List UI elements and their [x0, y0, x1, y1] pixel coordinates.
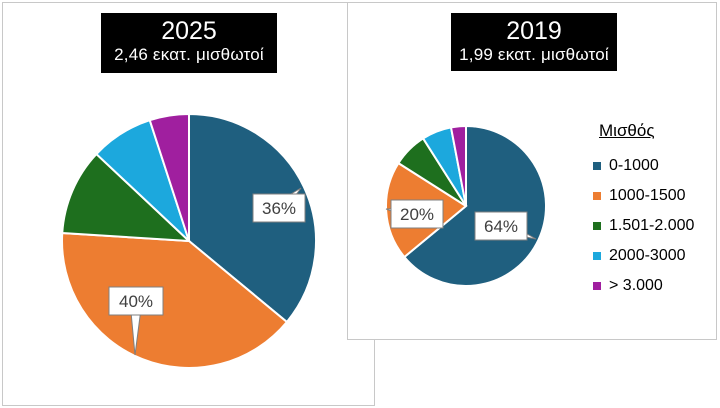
chart-title-2025: 2025 [161, 17, 217, 45]
legend-label-1-501-2-000: 1.501-2.000 [609, 217, 695, 234]
chart-subtitle-2025: 2,46 εκατ. μισθωτοί [114, 45, 264, 64]
legend-label-1000-1500: 1000-1500 [609, 187, 686, 204]
legend-label-2000-3000: 2000-3000 [609, 247, 686, 264]
pie-slice-2019-3-000 [449, 124, 467, 207]
svg-text:36%: 36% [262, 199, 296, 218]
chart-subtitle-2019: 1,99 εκατ. μισθωτοί [459, 45, 609, 64]
legend-swatch-2000-3000 [593, 252, 601, 260]
legend-label-3-000: > 3.000 [609, 277, 663, 294]
chart-title-2019: 2019 [506, 17, 562, 45]
pie-slice-2025-0-1000 [188, 112, 317, 324]
legend-item-2000-3000: 2000-3000 [593, 241, 694, 271]
chart-title-box-2025: 2025 2,46 εκατ. μισθωτοί [101, 13, 277, 73]
pie-slice-2025-1-501-2-000 [61, 152, 192, 243]
svg-text:40%: 40% [119, 292, 153, 311]
legend-swatch-0-1000 [593, 162, 601, 170]
legend-swatch-1000-1500 [593, 192, 601, 200]
legend-title: Μισθός [599, 121, 655, 140]
legend-swatch-3-000 [593, 282, 601, 290]
pie-chart-2025: 36% 40% [61, 112, 317, 369]
svg-text:20%: 20% [400, 205, 434, 224]
data-label-2025-0-1000: 36% [252, 187, 306, 223]
data-label-2025-1000-1500: 40% [108, 286, 164, 356]
pie-slice-2025-3-000 [148, 112, 190, 242]
legend-label-0-1000: 0-1000 [609, 157, 659, 174]
pie-slice-2019-0-1000 [402, 124, 547, 287]
legend-item-1-501-2-000: 1.501-2.000 [593, 211, 694, 241]
data-label-2019-1000-1500: 20% [385, 199, 444, 229]
svg-text:64%: 64% [484, 217, 518, 236]
legend-item-0-1000: 0-1000 [593, 151, 694, 181]
pie-slice-2025-1000-1500 [61, 231, 289, 369]
legend: Μισθός 0-1000 1000-1500 1.501-2.000 2000-30… [593, 121, 694, 301]
chart-panel-2025: 2025 2,46 εκατ. μισθωτοί 36% 40% [2, 2, 375, 406]
chart-panel-2019: 2019 1,99 εκατ. μισθωτοί 64% 20% Μισθός 0… [347, 2, 717, 340]
legend-item-1000-1500: 1000-1500 [593, 181, 694, 211]
pie-chart-2019: 64% 20% [385, 124, 547, 287]
data-label-2019-0-1000: 64% [474, 211, 537, 241]
legend-item-3-000: > 3.000 [593, 271, 694, 301]
chart-title-box-2019: 2019 1,99 εκατ. μισθωτοί [451, 13, 617, 71]
legend-swatch-1-501-2-000 [593, 222, 601, 230]
